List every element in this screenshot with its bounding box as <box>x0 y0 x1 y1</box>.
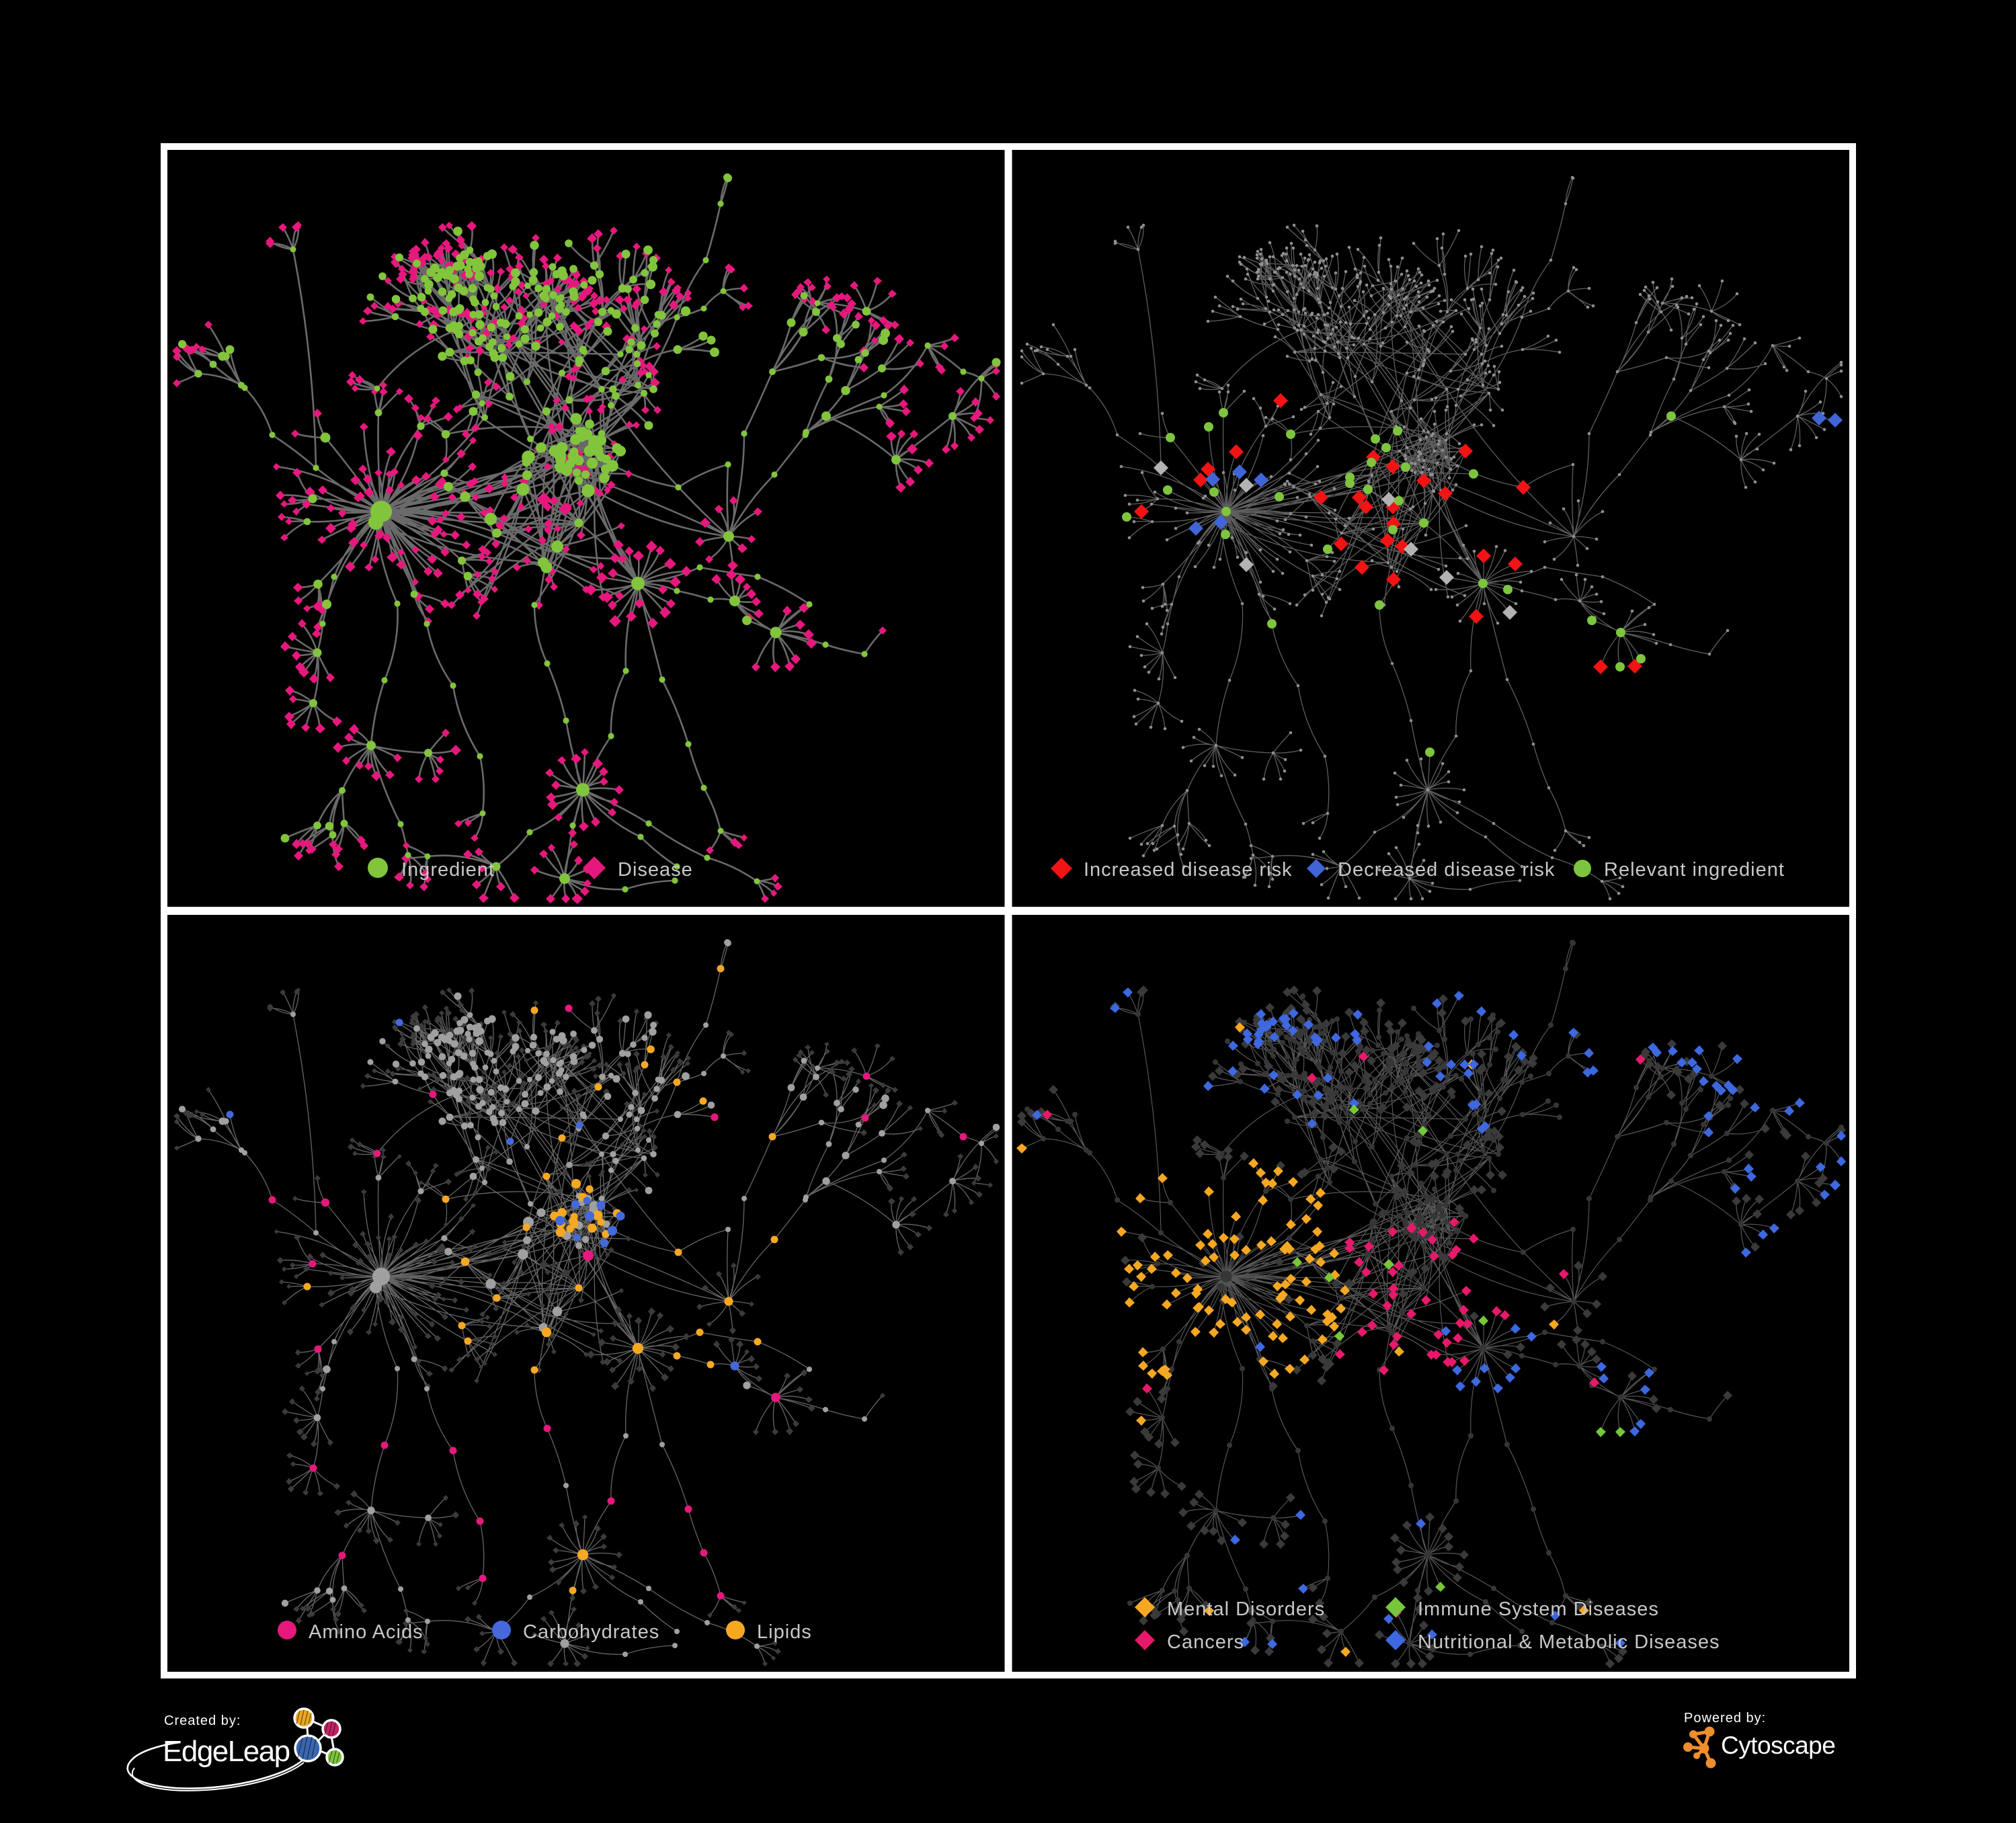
svg-text:Ingredient: Ingredient <box>401 859 495 881</box>
svg-text:Immune System Diseases: Immune System Diseases <box>1418 1598 1659 1620</box>
svg-text:Disease: Disease <box>618 859 693 881</box>
svg-text:Increased disease risk: Increased disease risk <box>1084 859 1293 881</box>
svg-text:Cancers: Cancers <box>1167 1631 1244 1653</box>
svg-text:Cytoscape: Cytoscape <box>1721 1732 1835 1759</box>
svg-text:Created by:: Created by: <box>164 1713 241 1728</box>
svg-text:Carbohydrates: Carbohydrates <box>523 1621 659 1643</box>
svg-text:Decreased disease risk: Decreased disease risk <box>1338 859 1555 881</box>
svg-text:Mental Disorders: Mental Disorders <box>1167 1598 1325 1620</box>
svg-text:Amino Acids: Amino Acids <box>309 1621 424 1643</box>
svg-text:Powered by:: Powered by: <box>1684 1711 1766 1726</box>
svg-text:Nutritional & Metabolic Diseas: Nutritional & Metabolic Diseases <box>1418 1631 1720 1653</box>
svg-text:Relevant ingredient: Relevant ingredient <box>1604 859 1785 881</box>
svg-text:Lipids: Lipids <box>757 1621 812 1643</box>
svg-text:EdgeLeap: EdgeLeap <box>163 1735 290 1768</box>
